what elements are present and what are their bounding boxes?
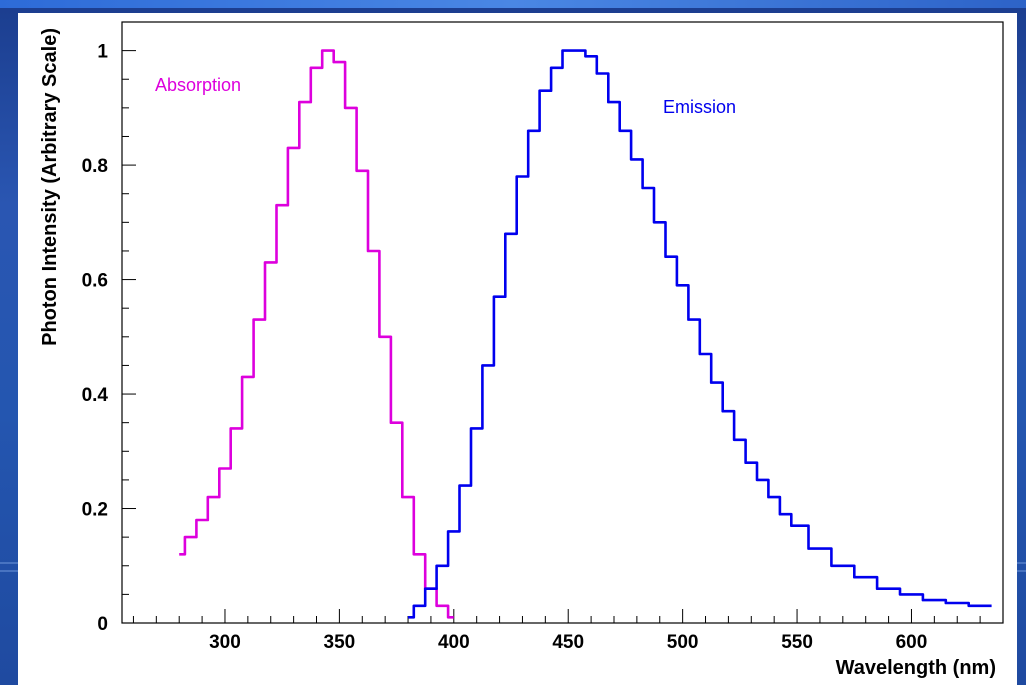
background-top-band bbox=[0, 0, 1026, 8]
y-tick-label: 1 bbox=[97, 42, 108, 63]
x-tick-label: 450 bbox=[552, 632, 584, 653]
series-layer bbox=[179, 49, 992, 619]
ticks-layer: 300 350 400 450 500 550 600 0 0.2 0.4 0.6 0.8 1 bbox=[82, 21, 981, 653]
series-label-emission: Emission bbox=[663, 97, 736, 117]
series-line-emission bbox=[408, 49, 992, 619]
y-tick-label: 0.6 bbox=[82, 271, 108, 292]
x-tick-label: 400 bbox=[438, 632, 470, 653]
y-tick-label: 0.4 bbox=[82, 385, 109, 406]
plot-panel bbox=[18, 13, 1017, 685]
x-tick-label: 550 bbox=[781, 632, 813, 653]
x-axis-title: Wavelength (nm) bbox=[836, 657, 996, 679]
x-tick-label: 500 bbox=[667, 632, 699, 653]
x-tick-label: 600 bbox=[896, 632, 928, 653]
y-tick-label: 0 bbox=[97, 614, 108, 635]
x-tick-label: 350 bbox=[324, 632, 356, 653]
x-tick-label: 300 bbox=[209, 632, 241, 653]
labels-layer: Absorption Emission bbox=[155, 75, 736, 117]
plot-frame bbox=[121, 21, 1004, 624]
y-axis-title: Photon Intensity (Arbitrary Scale) bbox=[39, 28, 61, 346]
y-tick-label: 0.8 bbox=[82, 156, 108, 177]
series-label-absorption: Absorption bbox=[155, 75, 241, 95]
y-tick-label: 0.2 bbox=[82, 500, 108, 521]
series-line-absorption bbox=[179, 49, 454, 619]
